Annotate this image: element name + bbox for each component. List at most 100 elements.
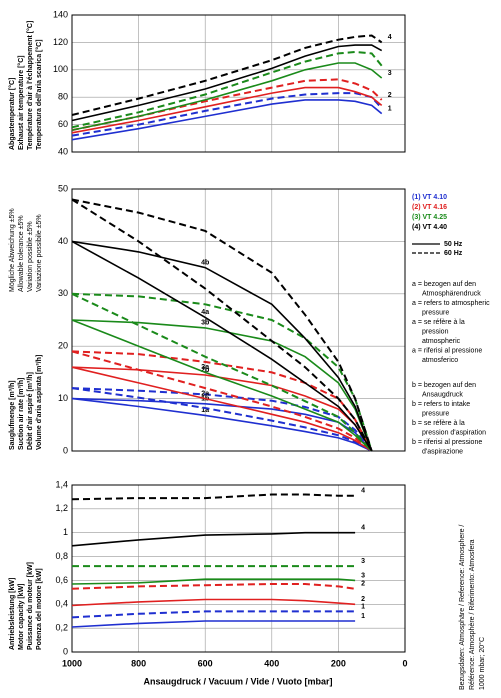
x-tick-label: 1000: [62, 658, 82, 668]
note: pressure: [422, 309, 449, 316]
note: a = se réfère à la: [412, 319, 465, 326]
curve-label: 3: [388, 70, 392, 77]
note: b = bezogen auf den: [412, 382, 476, 389]
note: Ansaugdruck: [422, 391, 463, 398]
note: pressure: [422, 410, 449, 417]
note: pression d'aspiration: [422, 429, 486, 436]
curve-label: 2: [361, 581, 365, 588]
y-tick-label: 1,2: [55, 503, 68, 513]
curve-label: 2: [388, 92, 392, 99]
note: a = riferisi al pressione: [412, 347, 482, 354]
series-line: [71, 86, 383, 134]
curve-label: 4: [388, 34, 392, 41]
series-line: [71, 620, 356, 628]
note: d'aspirazione: [422, 448, 463, 455]
y-tick-label: 0,6: [55, 575, 68, 585]
series-line: [71, 319, 373, 452]
plot-area: [72, 189, 405, 451]
y-tick-label: 140: [53, 9, 68, 19]
series-line: [71, 198, 373, 452]
series-line: [71, 531, 356, 547]
y-axis-title: Potenza del motore [kW]: [36, 568, 43, 650]
note: atmosferico: [422, 357, 458, 364]
y-axis-title: 1000 mbar; 20°C: [478, 637, 486, 690]
series-line: [71, 350, 373, 452]
curve-label: 3a: [201, 364, 209, 371]
y-axis-title: Puissance du moteur [kW]: [27, 562, 34, 650]
x-tick-label: 200: [331, 658, 346, 668]
curve-label: 2a: [201, 390, 209, 397]
y-tick-label: 10: [58, 393, 68, 403]
curve-label: 1a: [201, 407, 209, 414]
y-tick-label: 40: [58, 236, 68, 246]
x-tick-label: 400: [264, 658, 279, 668]
series-line: [71, 99, 383, 141]
series-line: [71, 350, 373, 452]
note: a = bezogen auf den: [412, 281, 476, 288]
y-axis-title: Allowable tolerance ±5%: [18, 215, 25, 292]
series-line: [71, 366, 373, 452]
y-axis-title: Variation possible ±5%: [27, 221, 34, 292]
series-line: [71, 50, 383, 129]
x-tick-label: 600: [198, 658, 213, 668]
legend-entry: (1) VT 4.10: [412, 194, 447, 201]
note: atmospheric: [422, 338, 461, 345]
series-line: [71, 34, 383, 116]
y-tick-label: 40: [58, 146, 68, 156]
y-axis-title: Référence: Atmosphère / Riferimento: Atm…: [469, 539, 476, 690]
series-line: [71, 198, 373, 452]
plot-area: [72, 485, 405, 652]
series-line: [71, 397, 373, 452]
note: b = riferisi al pressione: [412, 439, 482, 446]
series-line: [71, 387, 373, 452]
curve-label: 1: [388, 105, 392, 112]
plot-frame: [71, 14, 406, 153]
series-line: [71, 44, 383, 122]
legend-entry: (2) VT 4.16: [412, 204, 447, 211]
series-line: [71, 292, 373, 452]
y-tick-label: 0,4: [55, 599, 68, 609]
curve-label: 3b: [201, 320, 209, 327]
y-tick-label: 20: [58, 341, 68, 351]
series-line: [71, 292, 373, 452]
curve-label: 1: [361, 613, 365, 620]
note: b = refers to intake: [412, 401, 470, 408]
legend-entry: 50 Hz: [444, 241, 463, 248]
y-tick-label: 30: [58, 288, 68, 298]
curve-label: 4a: [201, 309, 209, 316]
y-axis-title: Sauglufmenge [m³/h]: [9, 380, 16, 450]
y-tick-label: 100: [53, 64, 68, 74]
curve-label: 3: [361, 558, 365, 565]
series-line: [71, 240, 373, 452]
curve-label: 4: [361, 525, 365, 532]
y-tick-label: 1: [63, 527, 68, 537]
curve-label: 4b: [201, 259, 209, 266]
y-tick-label: 0: [63, 445, 68, 455]
y-axis-title: Variazione possibile ±5%: [36, 214, 43, 292]
y-tick-label: 80: [58, 92, 68, 102]
curve-label: 1: [361, 603, 365, 610]
y-tick-label: 0,8: [55, 551, 68, 561]
curve-label: 2b: [201, 367, 209, 374]
y-axis-title: Temperatura dell'aria scarica [°C]: [35, 39, 43, 150]
plot-frame: [71, 484, 406, 653]
series-line: [71, 493, 356, 501]
y-axis-title: Antriebsleistung [kW]: [9, 578, 16, 650]
y-axis-title: Motor capacity [kW]: [18, 583, 25, 650]
y-tick-label: 60: [58, 119, 68, 129]
curve-label: 3: [361, 572, 365, 579]
note: pression: [422, 328, 449, 335]
series-line: [71, 319, 373, 452]
legend-entry: (4) VT 4.40: [412, 224, 447, 231]
y-tick-label: 0: [63, 646, 68, 656]
series-line: [71, 583, 356, 590]
series-line: [71, 387, 373, 452]
x-tick-label: 0: [402, 658, 407, 668]
series-line: [71, 578, 356, 585]
series-line: [71, 610, 356, 619]
y-tick-label: 1,4: [55, 479, 68, 489]
curve-label: 4: [361, 488, 365, 495]
legend-entry: 60 Hz: [444, 250, 463, 257]
curve-label: 2: [361, 596, 365, 603]
